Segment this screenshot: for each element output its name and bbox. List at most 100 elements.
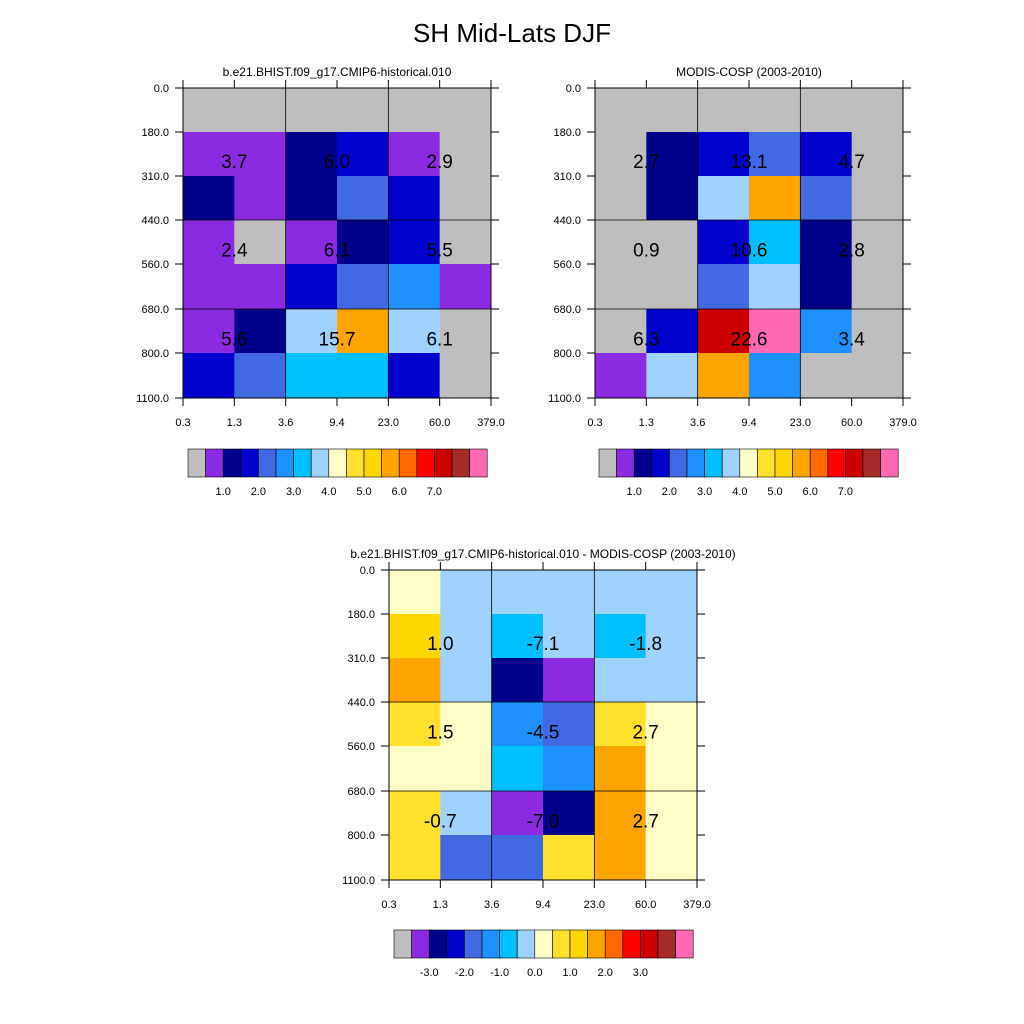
- colorbar-label: -3.0: [420, 967, 439, 979]
- block-value-label: 0.9: [633, 241, 659, 262]
- colorbar-swatch: [534, 929, 553, 959]
- colorbar-legend: 1.0 2.0 3.0 4.0 5.0 6.0 7.0: [187, 448, 488, 498]
- block-value-label: 6.3: [633, 330, 659, 351]
- panel-title: b.e21.BHIST.f09_g17.CMIP6-historical.010: [223, 65, 452, 79]
- block-value-label: 5.6: [221, 330, 247, 351]
- colorbar-label: -2.0: [455, 967, 474, 979]
- colorbar-label: 3.0: [697, 486, 712, 498]
- heatmap-cell: [439, 309, 492, 354]
- y-tick-label: 180.0: [553, 127, 581, 139]
- colorbar-swatch: [675, 929, 694, 959]
- heatmap-cell: [543, 702, 595, 747]
- y-tick-label: 800.0: [347, 830, 375, 842]
- y-tick-label: 310.0: [141, 171, 169, 183]
- heatmap-panel-2: MODIS-COSP (2003-2010) 0.0 180.0 310.0 440.0…: [548, 65, 917, 498]
- colorbar-swatch: [428, 929, 448, 959]
- block-value-label: 6.1: [426, 330, 452, 351]
- heatmap-cell: [800, 353, 853, 399]
- x-tick-label: 9.4: [535, 899, 550, 911]
- heatmap-cell: [749, 353, 801, 399]
- y-tick-label: 0.0: [360, 565, 375, 577]
- colorbar-swatch: [862, 448, 881, 478]
- colorbar-label: 5.0: [767, 486, 782, 498]
- colorbar-label: 3.0: [286, 486, 301, 498]
- colorbar-swatch: [516, 929, 536, 959]
- heatmap-cell: [491, 791, 544, 836]
- heatmap-cell: [285, 264, 338, 310]
- panel-title: b.e21.BHIST.f09_g17.CMIP6-historical.010…: [350, 547, 735, 561]
- x-tick-label: 379.0: [889, 417, 917, 429]
- heatmap-cell: [595, 353, 647, 399]
- y-tick-label: 680.0: [141, 304, 169, 316]
- heatmap-cell: [645, 746, 698, 792]
- heatmap-cell: [595, 220, 647, 265]
- y-tick-label: 1100.0: [548, 393, 581, 405]
- colorbar-swatch: [651, 448, 670, 478]
- heatmap-cell: [645, 835, 698, 881]
- colorbar-swatch: [633, 448, 653, 478]
- colorbar-swatch: [774, 448, 793, 478]
- heatmap-cell: [234, 220, 287, 265]
- heatmap-cell: [594, 746, 647, 792]
- colorbar-swatch: [827, 448, 846, 478]
- heatmap-cell: [285, 132, 338, 177]
- heatmap-cell: [595, 88, 647, 133]
- heatmap-cell: [594, 658, 647, 703]
- block-value-label: -7.0: [527, 812, 560, 833]
- heatmap-cell: [543, 835, 595, 881]
- heatmap-cell: [337, 220, 389, 265]
- heatmap-cell: [183, 353, 235, 399]
- x-tick-label: 23.0: [378, 417, 399, 429]
- colorbar-swatch: [739, 448, 758, 478]
- heatmap-cell: [388, 88, 441, 133]
- heatmap-cell: [234, 176, 287, 221]
- y-tick-label: 1100.0: [342, 875, 375, 887]
- heatmap-cell: [337, 132, 389, 177]
- colorbar-swatch: [328, 448, 347, 478]
- heatmap-cell: [388, 264, 441, 310]
- colorbar-swatch: [552, 929, 571, 959]
- heatmap-cell: [543, 791, 595, 836]
- heatmap-cell: [285, 309, 338, 354]
- colorbar-swatch: [721, 448, 741, 478]
- heatmap-cell: [440, 746, 493, 792]
- heatmap-cell: [749, 220, 801, 265]
- colorbar-label: 4.0: [321, 486, 336, 498]
- y-tick-label: 440.0: [141, 215, 169, 227]
- heatmap-cell: [543, 570, 595, 615]
- heatmap-cell: [440, 614, 493, 659]
- x-tick-label: 9.4: [741, 417, 756, 429]
- x-tick-label: 23.0: [584, 899, 605, 911]
- heatmap-cell: [749, 132, 801, 177]
- colorbar-swatch: [363, 448, 382, 478]
- colorbar-label: 1.0: [627, 486, 642, 498]
- y-tick-label: 800.0: [553, 348, 581, 360]
- heatmap-cell: [183, 88, 235, 133]
- block-value-label: 13.1: [731, 152, 768, 173]
- colorbar-swatch: [222, 448, 242, 478]
- colorbar-swatch: [346, 448, 365, 478]
- heatmap-cell: [646, 132, 699, 177]
- y-tick-label: 440.0: [347, 697, 375, 709]
- y-tick-label: 560.0: [347, 741, 375, 753]
- heatmap-cell: [749, 309, 801, 354]
- x-tick-label: 379.0: [477, 417, 505, 429]
- heatmap-cell: [800, 264, 853, 310]
- heatmap-cell: [749, 88, 801, 133]
- colorbar-swatch: [622, 929, 641, 959]
- heatmap-cell: [388, 353, 441, 399]
- block-value-label: -0.7: [424, 812, 457, 833]
- heatmap-cell: [183, 132, 235, 177]
- colorbar-label: 6.0: [392, 486, 407, 498]
- y-tick-label: 1100.0: [136, 393, 169, 405]
- heatmap-cell: [697, 309, 750, 354]
- colorbar-swatch: [640, 929, 659, 959]
- heatmap-cell: [851, 220, 904, 265]
- y-tick-label: 180.0: [141, 127, 169, 139]
- colorbar-swatch: [411, 929, 430, 959]
- heatmap-cell: [851, 309, 904, 354]
- x-tick-label: 60.0: [841, 417, 862, 429]
- heatmap-cell: [389, 702, 441, 747]
- heatmap-cell: [389, 791, 441, 836]
- y-tick-label: 0.0: [154, 83, 169, 95]
